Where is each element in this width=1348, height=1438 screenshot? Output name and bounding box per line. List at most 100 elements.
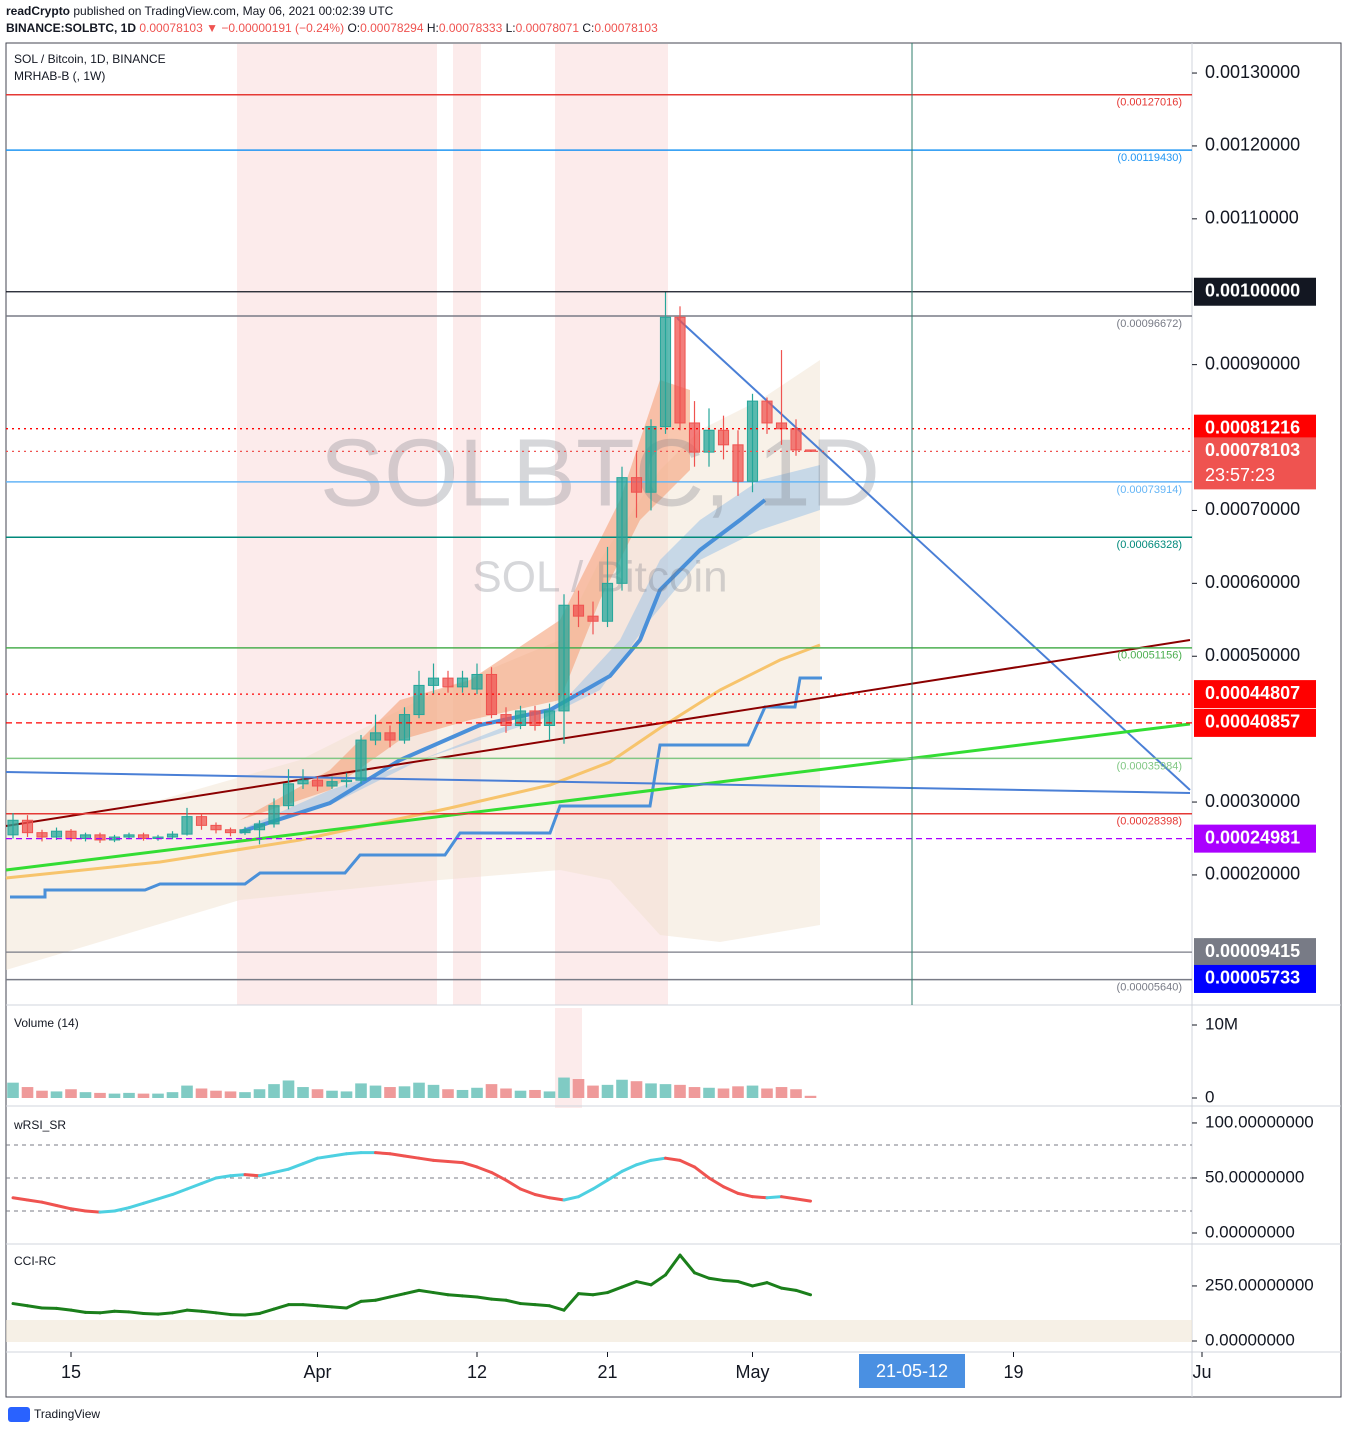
x-tick-label: 21 xyxy=(597,1362,617,1382)
volume-bar xyxy=(152,1094,164,1098)
pane-title: SOL / Bitcoin, 1D, BINANCE xyxy=(14,52,166,66)
candle-body xyxy=(385,733,395,740)
candle-body xyxy=(762,401,772,423)
volume-bar xyxy=(761,1089,773,1098)
volume-bar xyxy=(587,1086,599,1098)
candle-body xyxy=(269,806,279,824)
volume-bar xyxy=(326,1091,338,1098)
price-badge-label: 0.00100000 xyxy=(1205,280,1300,300)
y-tick-label: 10M xyxy=(1205,1014,1238,1033)
level-label: (0.00066328) xyxy=(1117,539,1182,551)
line-segment xyxy=(202,1311,217,1313)
line-segment xyxy=(361,1300,376,1301)
line-segment xyxy=(100,1311,115,1313)
volume-bar xyxy=(22,1087,34,1098)
candle-body xyxy=(602,583,612,621)
line-segment xyxy=(376,1153,391,1154)
y-tick-label: 0.00130000 xyxy=(1205,62,1300,82)
line-segment xyxy=(187,1310,202,1311)
candle-body xyxy=(675,317,685,423)
logo xyxy=(8,1407,30,1422)
candle-body xyxy=(196,817,206,826)
volume-bar xyxy=(384,1087,396,1098)
brand: TradingView xyxy=(34,1407,100,1421)
y-tick-label: 0.00000000 xyxy=(1205,1222,1295,1241)
y-tick-label: 0.00070000 xyxy=(1205,499,1300,519)
volume-bar xyxy=(370,1086,382,1098)
price-badge-label: 0.00005733 xyxy=(1205,968,1300,988)
line-segment xyxy=(303,1305,318,1306)
ohlc-key: O: xyxy=(347,21,360,35)
candle-body xyxy=(124,835,134,837)
volume-bar xyxy=(689,1087,701,1098)
volume-bar xyxy=(355,1083,367,1098)
candle-body xyxy=(660,317,670,426)
candle-body xyxy=(718,430,728,445)
volume-bar xyxy=(573,1079,585,1098)
volume-bar xyxy=(544,1091,556,1098)
candle-body xyxy=(689,423,699,452)
volume-bar xyxy=(805,1096,817,1098)
candle-body xyxy=(631,478,641,493)
candle-body xyxy=(312,780,322,786)
volume-bar xyxy=(312,1089,324,1098)
y-tick-label: 0.00030000 xyxy=(1205,791,1300,811)
volume-bar xyxy=(7,1083,19,1098)
candle-body xyxy=(559,605,569,711)
line-segment xyxy=(100,1211,115,1212)
candle-body xyxy=(414,685,424,714)
ohlc-value: 0.00078333 xyxy=(439,21,503,35)
line-segment xyxy=(535,1305,550,1306)
candle-body xyxy=(791,429,801,450)
symbol: BINANCE:SOLBTC, 1D xyxy=(6,21,136,35)
y-tick-label: 0 xyxy=(1205,1087,1214,1106)
candle-body xyxy=(8,820,18,835)
line-segment xyxy=(144,1313,159,1314)
crosshair-label: 21-05-12 xyxy=(876,1361,948,1381)
price-badge-label: 0.00009415 xyxy=(1205,941,1300,961)
level-label: (0.00073914) xyxy=(1117,484,1182,496)
pane-title: Volume (14) xyxy=(14,1016,79,1030)
x-tick-label: Ju xyxy=(1192,1362,1211,1382)
volume-bar xyxy=(660,1084,672,1098)
ohlc-value: 0.00078071 xyxy=(516,21,580,35)
volume-bar xyxy=(268,1084,280,1098)
y-tick-label: 0.00120000 xyxy=(1205,135,1300,155)
y-tick-label: 100.00000000 xyxy=(1205,1112,1314,1131)
price-badge-label: 0.00044807 xyxy=(1205,683,1300,703)
line-segment xyxy=(767,1197,782,1198)
line-segment xyxy=(158,1313,173,1314)
volume-bar xyxy=(65,1089,77,1098)
volume-bar xyxy=(283,1080,295,1098)
line-segment xyxy=(216,1313,231,1315)
x-tick-label: 19 xyxy=(1003,1362,1023,1382)
price: 0.00078103 xyxy=(139,21,203,35)
volume-bar xyxy=(399,1086,411,1098)
volume-bar xyxy=(94,1093,106,1098)
volume-bar xyxy=(602,1085,614,1098)
candle-body xyxy=(283,784,293,806)
candle-body xyxy=(428,678,438,685)
volume-bar xyxy=(732,1086,744,1098)
y-tick-label: 0.00050000 xyxy=(1205,645,1300,665)
line-segment xyxy=(332,1307,347,1308)
ohlc-value: 0.00078103 xyxy=(594,21,658,35)
candle-body xyxy=(211,825,221,829)
candle-body xyxy=(457,678,467,687)
level-label: (0.00028398) xyxy=(1117,816,1182,828)
volume-bar xyxy=(210,1091,222,1098)
symbol-line: BINANCE:SOLBTC, 1D 0.00078103 ▼ −0.00000… xyxy=(6,21,658,35)
y-tick-label: 0.00110000 xyxy=(1205,208,1299,228)
price-badge-label: 0.00078103 xyxy=(1205,440,1300,460)
candle-body xyxy=(617,478,627,584)
price-badge-label: 0.00024981 xyxy=(1205,827,1300,847)
volume-bar xyxy=(196,1089,208,1098)
cci-band xyxy=(6,1320,1192,1342)
candle-body xyxy=(370,733,380,740)
volume-bar xyxy=(486,1084,498,1098)
candle-body xyxy=(327,782,337,786)
volume-bar xyxy=(297,1087,309,1098)
line-segment xyxy=(492,1299,507,1300)
